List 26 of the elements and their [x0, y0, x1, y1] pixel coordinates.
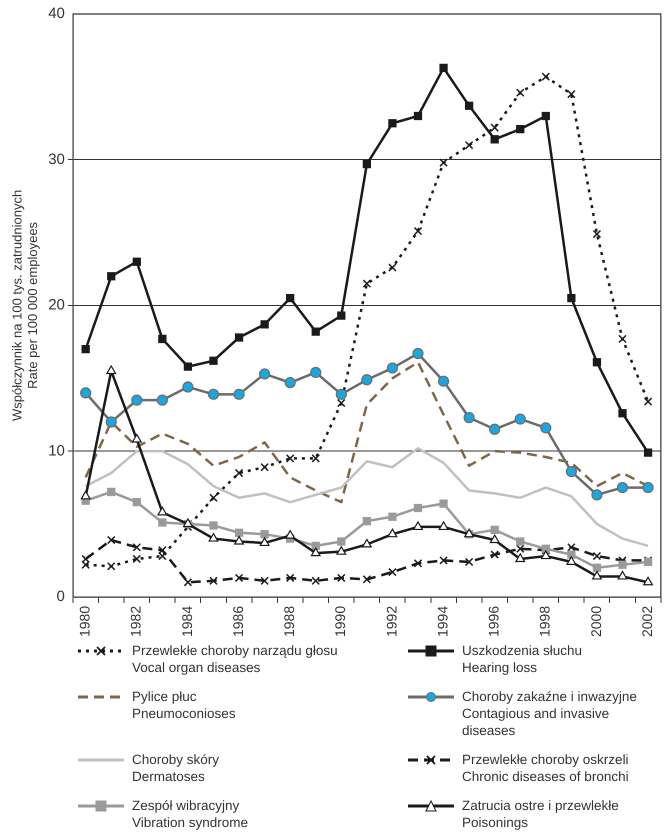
x-tick-label: 1980: [76, 606, 93, 638]
x-tick-label: 1998: [536, 606, 553, 638]
x-tick-label: 1986: [230, 606, 246, 638]
x-tick-label: 1982: [128, 606, 144, 638]
legend-label: Choroby skóry Dermatoses: [132, 751, 220, 785]
x-tick-label: 2002: [638, 606, 655, 638]
legend-label: Przewlekłe choroby narządu głosu Vocal organ diseases: [132, 642, 338, 676]
legend-label: Choroby zakaźne i inwazyjne Contagious and invasive diseases: [462, 688, 638, 739]
legend-label: Przewlekłe choroby oskrzeli Chronic diseases of bronchi: [462, 751, 629, 785]
x-tick-label: 1990: [332, 606, 348, 638]
legend-label: Uszkodzenia słuchu Hearing loss: [462, 642, 582, 676]
y-tick-label: 20: [48, 296, 65, 314]
y-tick-label: 0: [56, 588, 65, 605]
y-tick-label: 40: [48, 5, 65, 22]
x-tick-label: 2000: [588, 606, 604, 638]
y-tick-label: 30: [48, 150, 65, 168]
x-tick-label: 1992: [383, 606, 400, 638]
legend-label: Zatrucia ostre i przewlekłe Poisonings: [462, 797, 619, 831]
y-axis-title: Współczynnik na 100 tys. zatrudnionych Rate per 100 000 employees: [9, 190, 40, 422]
legend-label: Zespół wibracyjny Vibration syndrome: [132, 797, 248, 831]
x-tick-label: 1996: [486, 606, 502, 638]
legend-label: Pylice płuc Pneumoconioses: [132, 688, 236, 722]
x-tick-label: 1994: [434, 606, 450, 638]
x-tick-label: 1984: [178, 606, 195, 638]
y-tick-label: 10: [48, 442, 65, 460]
x-tick-label: 1988: [281, 606, 298, 638]
